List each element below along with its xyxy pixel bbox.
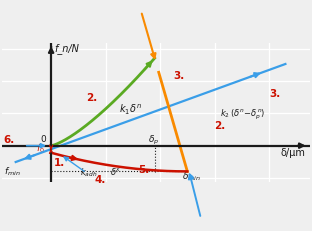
Text: 2.: 2. — [86, 93, 98, 103]
Text: 5.: 5. — [138, 165, 149, 175]
Text: $\delta^x$: $\delta^x$ — [110, 166, 121, 177]
Text: $\delta_{min}$: $\delta_{min}$ — [182, 171, 201, 183]
Text: 0: 0 — [41, 135, 46, 144]
Text: 3.: 3. — [269, 89, 280, 99]
Text: 4.: 4. — [95, 175, 106, 185]
Text: δ/µm: δ/µm — [281, 149, 306, 158]
Text: $k_2\,(\delta^n{-}\delta_p^{\,n})$: $k_2\,(\delta^n{-}\delta_p^{\,n})$ — [220, 107, 266, 122]
Text: $k_{adh}$: $k_{adh}$ — [80, 166, 97, 179]
Text: 6.: 6. — [3, 135, 15, 145]
Text: $f_{min}$: $f_{min}$ — [4, 165, 21, 178]
Text: f_n/N: f_n/N — [54, 43, 79, 54]
Text: $k_1\delta^n$: $k_1\delta^n$ — [119, 103, 142, 117]
Text: $f_0$: $f_0$ — [36, 143, 45, 155]
Text: $\delta_p$: $\delta_p$ — [148, 134, 159, 147]
Text: 1.: 1. — [54, 158, 65, 168]
Text: 2.: 2. — [215, 121, 226, 131]
Text: 3.: 3. — [174, 71, 185, 81]
